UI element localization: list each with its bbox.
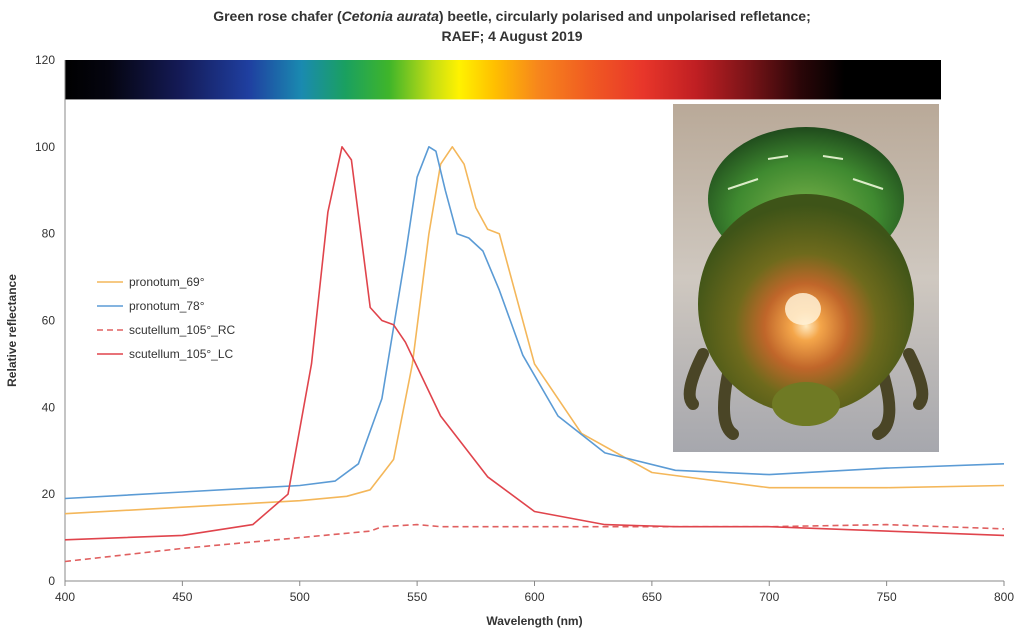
y-tick-label: 80 xyxy=(42,227,56,241)
y-axis-title: Relative reflectance xyxy=(5,274,19,387)
y-tick-label: 0 xyxy=(48,574,55,588)
chart-title: Green rose chafer (Cetonia aurata) beetl… xyxy=(0,6,1024,46)
beetle-legs xyxy=(683,348,929,440)
title-suffix: ) beetle, circularly polarised and unpol… xyxy=(438,8,811,24)
y-tick-label: 120 xyxy=(35,53,55,67)
beetle-photo xyxy=(673,104,939,452)
beetle-pygidium xyxy=(772,382,840,426)
x-axis-title: Wavelength (nm) xyxy=(486,614,582,628)
y-tick-label: 100 xyxy=(35,140,55,154)
series-line-3 xyxy=(64,146,1005,541)
chart-legend: pronotum_69° pronotum_78° scutellum_105°_R… xyxy=(97,275,236,361)
y-tick-label: 20 xyxy=(42,487,56,501)
x-tick-label: 550 xyxy=(407,590,427,604)
chart-title-line1: Green rose chafer (Cetonia aurata) beetl… xyxy=(0,6,1024,26)
spectrum-band xyxy=(65,60,941,100)
legend-label: pronotum_69° xyxy=(129,275,205,289)
x-tick-label: 500 xyxy=(290,590,310,604)
chart-title-line2: RAEF; 4 August 2019 xyxy=(441,28,583,44)
legend-label: pronotum_78° xyxy=(129,299,205,313)
y-tick-label: 60 xyxy=(42,314,56,328)
chart-series xyxy=(64,146,1005,563)
series-line-1 xyxy=(64,146,1005,500)
title-prefix: Green rose chafer ( xyxy=(213,8,342,24)
x-tick-label: 400 xyxy=(55,590,75,604)
chart-axes: 0 20 40 60 80 100 120 400 450 500 550 600 650 700 750 8… xyxy=(35,53,1014,604)
legend-label: scutellum_105°_RC xyxy=(129,323,236,337)
light-reflection xyxy=(785,293,821,325)
x-tick-label: 700 xyxy=(759,590,779,604)
spectrum-gradient xyxy=(65,60,941,100)
title-species: Cetonia aurata xyxy=(341,8,439,24)
x-tick-label: 750 xyxy=(877,590,897,604)
pronotum-markings xyxy=(727,155,884,190)
x-tick-label: 600 xyxy=(524,590,544,604)
x-tick-label: 450 xyxy=(172,590,192,604)
x-tick-label: 800 xyxy=(994,590,1014,604)
legend-label: scutellum_105°_LC xyxy=(129,347,234,361)
x-tick-label: 650 xyxy=(642,590,662,604)
y-tick-label: 40 xyxy=(42,400,56,414)
